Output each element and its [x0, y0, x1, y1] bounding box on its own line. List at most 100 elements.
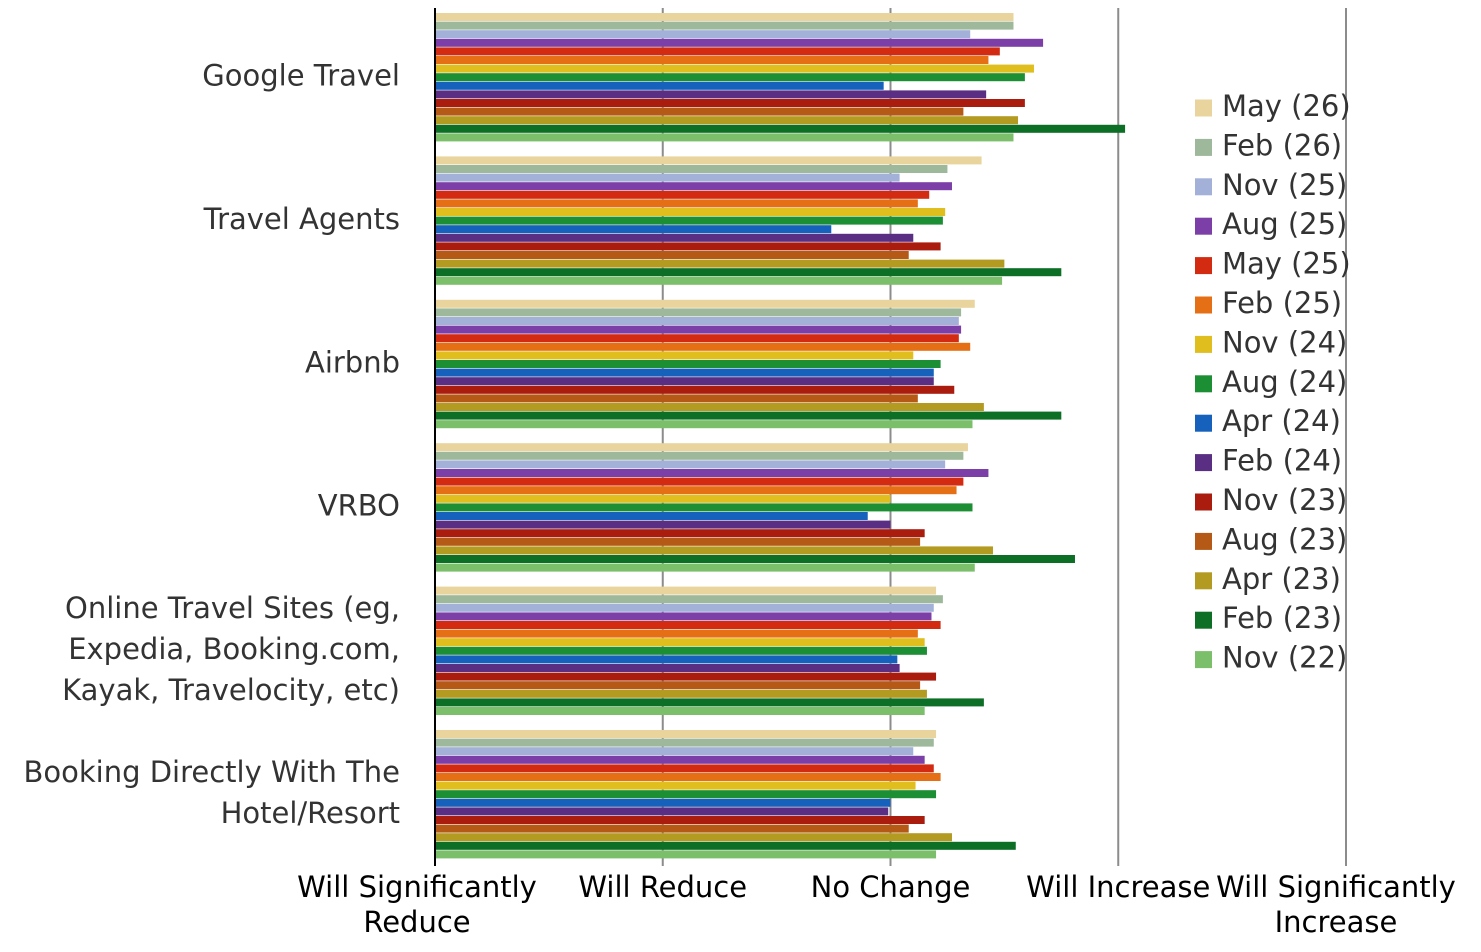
- bar: [435, 647, 927, 655]
- legend-label: Apr (23): [1222, 562, 1341, 596]
- x-tick-label-line: Will Reduce: [578, 870, 747, 904]
- bar: [435, 443, 968, 451]
- category-label-line: Booking Directly With The: [23, 755, 400, 789]
- legend-swatch: [1195, 494, 1212, 511]
- bar: [435, 133, 1013, 141]
- legend-label: Nov (25): [1222, 168, 1347, 202]
- bar: [435, 386, 954, 394]
- bar: [435, 22, 1013, 30]
- category-label-line: Online Travel Sites (eg,: [65, 591, 400, 625]
- x-tick-label: Will Significantly Reduce: [297, 870, 537, 939]
- bar: [435, 503, 972, 511]
- legend-swatch: [1195, 375, 1212, 392]
- bar: [435, 521, 891, 529]
- bar: [435, 334, 959, 342]
- x-tick-label-line: Increase: [1275, 905, 1398, 939]
- x-tick-label-line: Will Significantly: [1216, 870, 1456, 904]
- bar: [435, 191, 929, 199]
- legend-swatch: [1195, 139, 1212, 156]
- x-tick-label-line: Will Increase: [1026, 870, 1210, 904]
- bars: [435, 13, 1125, 858]
- bar: [435, 850, 936, 858]
- bar: [435, 673, 936, 681]
- bar: [435, 764, 934, 772]
- legend-label: Feb (23): [1222, 601, 1342, 635]
- bar: [435, 604, 934, 612]
- legend-swatch: [1195, 178, 1212, 195]
- category-label-line: Google Travel: [202, 59, 400, 93]
- bar: [435, 833, 952, 841]
- bar: [435, 351, 913, 359]
- x-tick-label: Will Reduce: [578, 870, 747, 904]
- bar: [435, 260, 1004, 268]
- bar: [435, 486, 957, 494]
- category-label: Airbnb: [305, 345, 400, 379]
- x-tick-label-line: No Change: [811, 870, 971, 904]
- bar: [435, 377, 934, 385]
- category-label-line: Kayak, Travelocity, etc): [62, 673, 400, 707]
- bar: [435, 587, 936, 595]
- legend-swatch: [1195, 415, 1212, 432]
- legend-label: Feb (25): [1222, 286, 1342, 320]
- bar: [435, 452, 963, 460]
- bar: [435, 478, 963, 486]
- bar: [435, 420, 972, 428]
- bar: [435, 756, 925, 764]
- legend-label: Aug (23): [1222, 522, 1347, 556]
- legend-label: May (25): [1222, 247, 1351, 281]
- x-tick-label: No Change: [811, 870, 971, 904]
- bar: [435, 790, 936, 798]
- bar: [435, 156, 982, 164]
- bar: [435, 630, 918, 638]
- bar: [435, 747, 913, 755]
- legend-label: Nov (24): [1222, 325, 1347, 359]
- bar: [435, 208, 945, 216]
- bar: [435, 268, 1061, 276]
- bar: [435, 555, 1075, 563]
- bar: [435, 30, 970, 38]
- legend-swatch: [1195, 651, 1212, 668]
- bar: [435, 82, 884, 90]
- bar: [435, 403, 984, 411]
- bar: [435, 182, 952, 190]
- category-label: Online Travel Sites (eg, Expedia, Booking…: [62, 591, 400, 707]
- legend-swatch: [1195, 257, 1212, 274]
- bar: [435, 300, 975, 308]
- bar: [435, 108, 963, 116]
- bar: [435, 825, 909, 833]
- legend-swatch: [1195, 533, 1212, 550]
- bar: [435, 90, 986, 98]
- x-tick-label: Will Increase: [1026, 870, 1210, 904]
- category-label: Google Travel: [202, 59, 400, 93]
- bar: [435, 612, 931, 620]
- category-label-line: Hotel/Resort: [221, 796, 400, 830]
- bar: [435, 251, 909, 259]
- category-label: VRBO: [318, 489, 400, 523]
- bar: [435, 799, 891, 807]
- bar: [435, 730, 936, 738]
- bar: [435, 842, 1016, 850]
- bar: [435, 234, 913, 242]
- bar: [435, 47, 1000, 55]
- bar: [435, 65, 1034, 73]
- bar: [435, 638, 925, 646]
- bar: [435, 277, 1002, 285]
- bar: [435, 73, 1025, 81]
- bar: [435, 165, 947, 173]
- category-label-line: VRBO: [318, 489, 400, 523]
- bar: [435, 564, 975, 572]
- bar: [435, 664, 900, 672]
- bar: [435, 308, 961, 316]
- category-label-line: Airbnb: [305, 345, 400, 379]
- bar: [435, 412, 1061, 420]
- bar: [435, 546, 993, 554]
- bar: [435, 199, 918, 207]
- bar: [435, 698, 984, 706]
- bar: [435, 782, 916, 790]
- bar: [435, 690, 927, 698]
- category-labels: Google Travel Travel Agents Airbnb VRBO Onli…: [23, 59, 400, 831]
- legend-label: Nov (22): [1222, 641, 1347, 675]
- x-tick-label-line: Will Significantly: [297, 870, 537, 904]
- category-label-line: Travel Agents: [203, 202, 400, 236]
- bar: [435, 369, 934, 377]
